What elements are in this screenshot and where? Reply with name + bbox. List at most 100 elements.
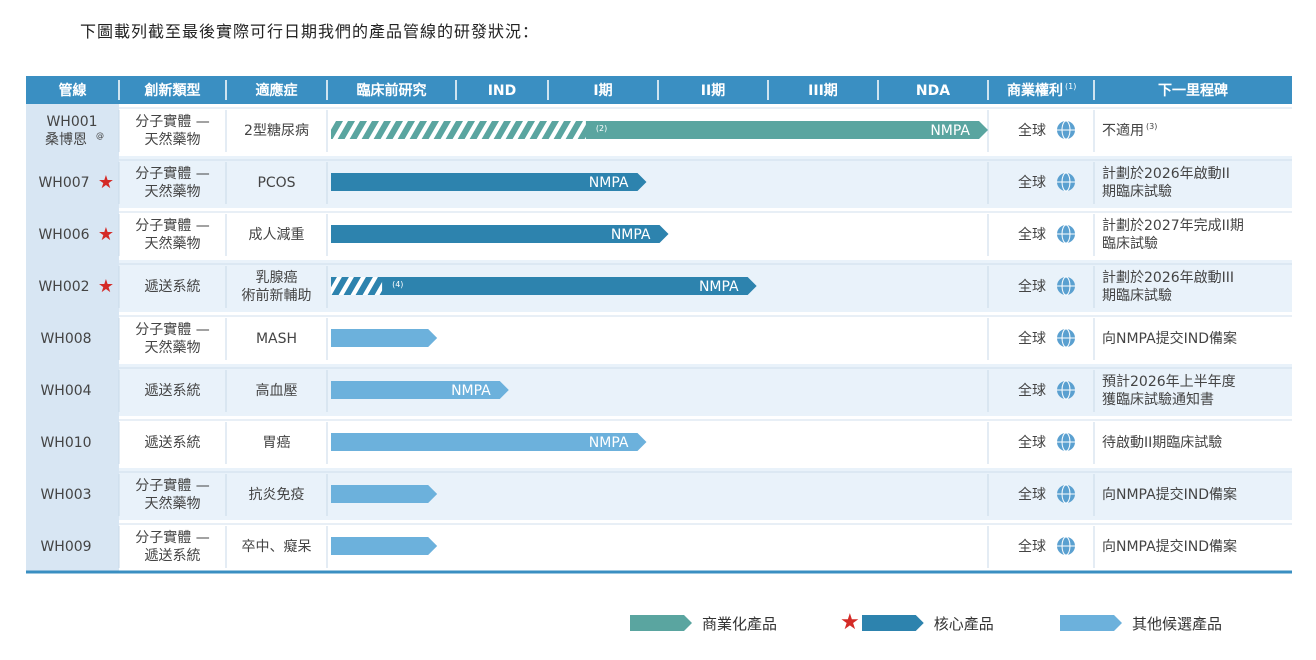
row-rights: 全球	[1018, 226, 1046, 243]
row-type: 分子實體 —	[135, 477, 209, 494]
row-code-bg	[26, 156, 119, 208]
progress-bar	[331, 485, 438, 503]
header-col-7: III期	[808, 83, 838, 99]
row-indication: 胃癌	[263, 435, 291, 451]
row-rights: 全球	[1018, 278, 1046, 295]
row-milestone: 期臨床試驗	[1102, 184, 1172, 200]
legend-star-icon: ★	[840, 610, 860, 635]
row-milestone: 獲臨床試驗通知書	[1102, 391, 1214, 408]
progress-bar	[331, 329, 438, 347]
row-code: WH007	[38, 175, 89, 191]
progress-label: NMPA	[589, 435, 629, 451]
row-code-bg	[26, 260, 119, 312]
row-type: 天然藥物	[145, 131, 201, 148]
row-milestone: 待啟動II期臨床試驗	[1102, 435, 1222, 451]
progress-note: (4)	[392, 280, 403, 289]
row-code: WH009	[40, 539, 91, 555]
progress-hatch	[331, 277, 383, 295]
progress-label: NMPA	[589, 175, 629, 191]
progress-bar	[331, 537, 438, 555]
row-code-bg	[26, 208, 119, 260]
pipeline-table: 管線 創新類型 適應症 臨床前研究 IND I期 II期 III期 NDA 商業權利 (1) 下一里程…	[26, 76, 1292, 574]
row-rights: 全球	[1018, 330, 1046, 347]
row-code: WH002	[38, 279, 89, 295]
legend: 商業化產品 ★ 核心產品 其他候選產品	[630, 608, 1270, 638]
row-code-bg	[26, 520, 119, 572]
intro-text: 下圖載列截至最後實際可行日期我們的產品管線的研發狀況：	[80, 22, 540, 41]
row-type: 分子實體 —	[135, 165, 209, 182]
row-indication: 成人減重	[249, 226, 305, 243]
row-milestone: 預計2026年上半年度	[1102, 374, 1236, 390]
progress-note: (2)	[596, 124, 607, 133]
header-col-2: 適應症	[256, 82, 298, 99]
row-bg	[26, 416, 1292, 468]
row-rights: 全球	[1018, 174, 1046, 191]
row-rights: 全球	[1018, 434, 1046, 451]
header-col-1: 創新類型	[144, 82, 201, 99]
row-milestone-sup: (3)	[1146, 122, 1157, 131]
progress-bar	[331, 433, 647, 451]
row-rights: 全球	[1018, 538, 1046, 555]
table-row: WH003 分子實體 —天然藥物 抗炎免疫 全球 向NMPA提交IND備案	[26, 468, 1292, 520]
row-rights: 全球	[1018, 382, 1046, 399]
progress-hatch	[331, 121, 586, 139]
row-code-bg	[26, 468, 119, 520]
legend-swatch	[1060, 615, 1122, 631]
legend-label: 商業化產品	[702, 614, 778, 633]
row-rights: 全球	[1018, 486, 1046, 503]
row-milestone: 計劃於2026年啟動II	[1102, 166, 1230, 182]
row-indication: 乳腺癌	[256, 270, 298, 286]
row-code: WH008	[40, 331, 91, 347]
row-bg	[26, 364, 1292, 416]
table-row: WH008 分子實體 —天然藥物 MASH 全球 向NMPA提交IND備案	[26, 312, 1292, 364]
core-star-icon: ★	[98, 172, 114, 193]
header-col-0: 管線	[59, 82, 87, 99]
legend-item: ★ 核心產品	[840, 612, 994, 634]
table-row: WH007 ★ 分子實體 —天然藥物 PCOS NMPA 全球 計劃於2026年啟動II 期臨…	[26, 156, 1292, 208]
row-milestone: 向NMPA提交IND備案	[1102, 538, 1237, 555]
table-row: WH009 分子實體 — 遞送系統 卒中、癡呆 全球 向NMPA提交IND備案	[26, 520, 1292, 572]
legend-label: 其他候選產品	[1132, 614, 1223, 633]
row-code-bg	[26, 104, 119, 156]
row-code: WH003	[40, 487, 91, 503]
row-type: 遞送系統	[145, 548, 201, 564]
row-bg	[26, 520, 1292, 572]
row-type: 分子實體 —	[135, 321, 209, 338]
legend-swatch	[630, 615, 692, 631]
header-bg	[26, 76, 1292, 104]
row-indication: 術前新輔助	[242, 287, 312, 304]
row-code-sup: @	[96, 131, 104, 140]
row-type: 遞送系統	[145, 435, 201, 451]
progress-label: NMPA	[930, 123, 970, 139]
progress-bar	[331, 225, 669, 243]
row-milestone: 向NMPA提交IND備案	[1102, 330, 1237, 347]
row-code: WH001	[46, 114, 97, 130]
header-col-5: I期	[593, 83, 612, 99]
row-bg	[26, 156, 1292, 208]
row-indication: MASH	[256, 331, 297, 347]
core-star-icon: ★	[98, 276, 114, 297]
row-code-bg	[26, 416, 119, 468]
row-type: 遞送系統	[145, 279, 201, 295]
legend-swatch	[862, 615, 924, 631]
core-star-icon: ★	[98, 224, 114, 245]
row-type: 分子實體 —	[135, 217, 209, 234]
table-row: WH010 遞送系統 胃癌 NMPA 全球 待啟動II期臨床試驗	[26, 416, 1292, 468]
row-milestone: 向NMPA提交IND備案	[1102, 486, 1237, 503]
row-type: 天然藥物	[145, 183, 201, 200]
row-indication: 卒中、癡呆	[242, 538, 312, 555]
header-col-8: NDA	[916, 83, 950, 99]
row-code: WH004	[40, 383, 91, 399]
row-type: 天然藥物	[145, 235, 201, 252]
table-row: WH006 ★ 分子實體 —天然藥物 成人減重 NMPA 全球 計劃於2027年完成II期臨…	[26, 208, 1292, 260]
header-col-3: 臨床前研究	[357, 82, 427, 99]
row-indication: 2型糖尿病	[244, 123, 309, 139]
legend-label: 核心產品	[933, 614, 994, 633]
row-type: 天然藥物	[145, 339, 201, 356]
progress-label: NMPA	[611, 227, 651, 243]
row-code: WH006	[38, 227, 89, 243]
